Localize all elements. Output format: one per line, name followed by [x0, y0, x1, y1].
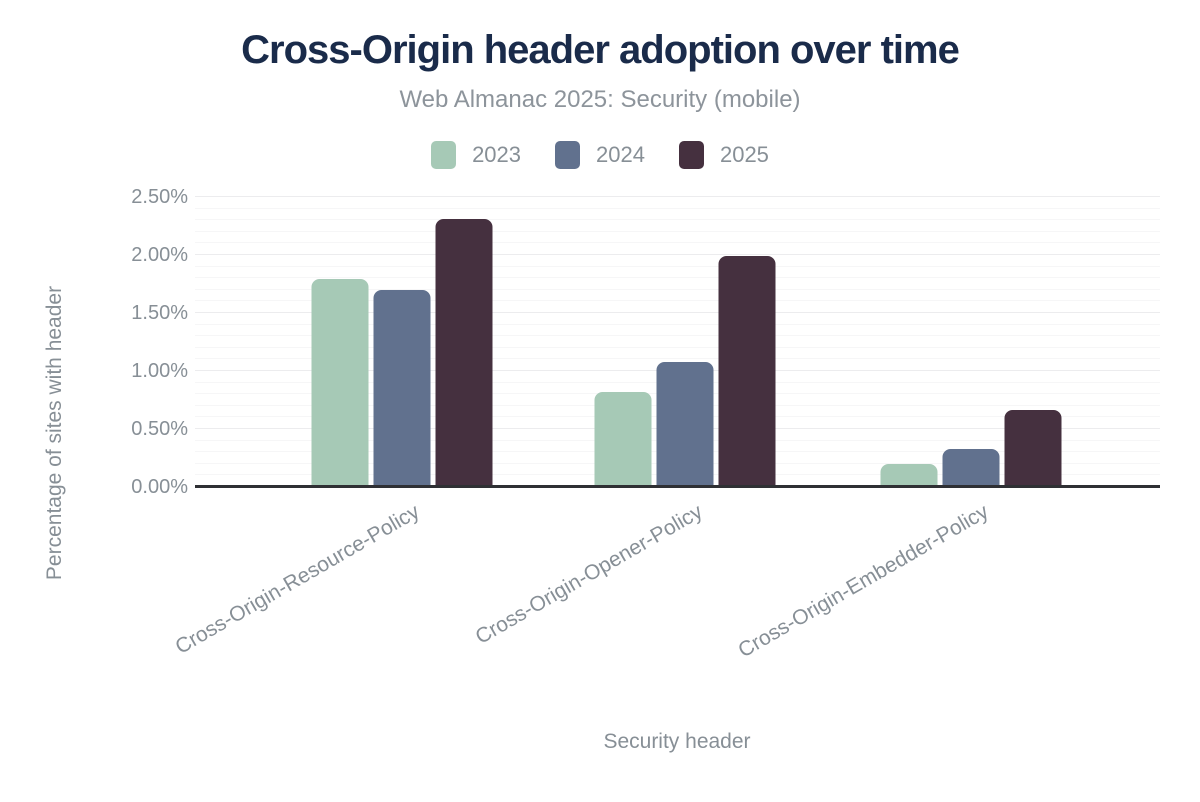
- bar-2023: [880, 463, 938, 487]
- y-tick-label: 1.50%: [131, 302, 188, 324]
- bar-group: [880, 410, 1062, 487]
- gridline-minor: [195, 288, 1160, 290]
- y-tick-label: 2.00%: [131, 244, 188, 266]
- y-tick-label: 1.00%: [131, 360, 188, 382]
- bar-2024: [373, 289, 431, 487]
- legend-label: 2025: [719, 142, 769, 167]
- bar-group: [594, 256, 776, 487]
- gridline-minor: [195, 230, 1160, 232]
- legend-swatch-icon: [678, 141, 704, 169]
- y-tick-label: 2.50%: [131, 186, 188, 208]
- y-axis-title: Percentage of sites with header: [43, 285, 66, 581]
- legend-label: 2024: [596, 142, 645, 167]
- legend: 2023 2024 2025: [0, 141, 1200, 169]
- gridline-minor: [195, 219, 1160, 221]
- legend-item-2025: 2025: [678, 141, 769, 169]
- gridline-minor: [195, 300, 1160, 302]
- legend-swatch-icon: [431, 141, 457, 169]
- bar-2023: [594, 391, 652, 487]
- bar-2025: [1004, 410, 1062, 487]
- x-category-label: Cross-Origin-Opener-Policy: [471, 500, 707, 649]
- x-axis-baseline: [195, 485, 1160, 488]
- legend-item-2024: 2024: [555, 141, 645, 169]
- bar-2024: [656, 361, 714, 487]
- y-tick-label: 0.00%: [131, 476, 188, 498]
- gridline-minor: [195, 358, 1160, 360]
- x-axis-title: Security header: [603, 730, 751, 753]
- legend-swatch-icon: [555, 141, 581, 169]
- bar-group: [311, 219, 493, 487]
- gridline-major: [195, 196, 1160, 197]
- gridline-minor: [195, 207, 1160, 209]
- y-tick-label: 0.50%: [131, 418, 188, 440]
- bar-2023: [311, 279, 369, 487]
- bar-2025: [435, 219, 493, 487]
- x-category-label: Cross-Origin-Resource-Policy: [171, 500, 424, 659]
- gridline-minor: [195, 242, 1160, 244]
- x-category-label: Cross-Origin-Embedder-Policy: [734, 500, 993, 663]
- chart-title: Cross-Origin header adoption over time: [241, 28, 960, 72]
- gridline-minor: [195, 335, 1160, 337]
- gridline-minor: [195, 265, 1160, 267]
- gridline-minor: [195, 277, 1160, 279]
- chart-subtitle: Web Almanac 2025: Security (mobile): [399, 86, 801, 113]
- gridline-minor: [195, 323, 1160, 325]
- plot-area: Cross-Origin-Resource-Policy Cross-Origin…: [171, 196, 1160, 662]
- legend-label: 2023: [472, 142, 522, 167]
- legend-item-2023: 2023: [431, 141, 521, 169]
- bar-2024: [942, 448, 1000, 487]
- y-tick-labels: 0.00% 0.50% 1.00% 1.50% 2.00% 2.50%: [100, 186, 188, 498]
- gridline-major: [195, 312, 1160, 313]
- bar-2025: [718, 256, 776, 487]
- gridline-major: [195, 254, 1160, 255]
- gridline-minor: [195, 346, 1160, 348]
